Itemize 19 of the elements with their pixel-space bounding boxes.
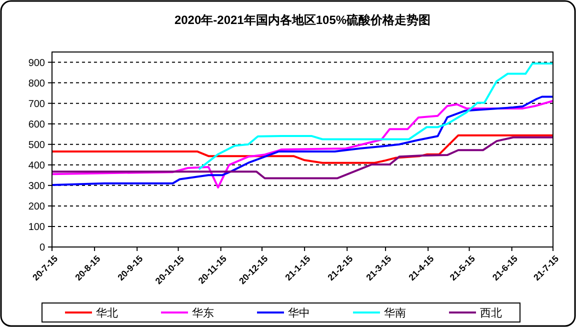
chart-title: 2020年-2021年国内各地区105%硫酸价格走势图 bbox=[174, 13, 431, 27]
line-series bbox=[51, 134, 554, 164]
y-tick-label: 500 bbox=[28, 140, 46, 151]
y-tick-label: 700 bbox=[28, 98, 46, 110]
legend-label: 华南 bbox=[384, 306, 406, 320]
y-tick-label: 0 bbox=[39, 242, 46, 254]
y-tick-label: 800 bbox=[28, 78, 46, 90]
legend-label: 华北 bbox=[96, 306, 118, 320]
line-series bbox=[51, 136, 554, 180]
line-series bbox=[198, 62, 554, 170]
y-tick-label: 300 bbox=[28, 180, 46, 192]
legend-label: 华东 bbox=[192, 306, 214, 320]
legend-label: 华中 bbox=[288, 306, 310, 320]
legend-label: 西北 bbox=[480, 306, 502, 320]
y-tick-label: 200 bbox=[28, 201, 46, 212]
y-tick-label: 400 bbox=[28, 160, 46, 172]
y-tick-label: 100 bbox=[28, 222, 46, 233]
y-tick-label: 900 bbox=[28, 58, 46, 69]
y-tick-label: 600 bbox=[28, 119, 46, 130]
